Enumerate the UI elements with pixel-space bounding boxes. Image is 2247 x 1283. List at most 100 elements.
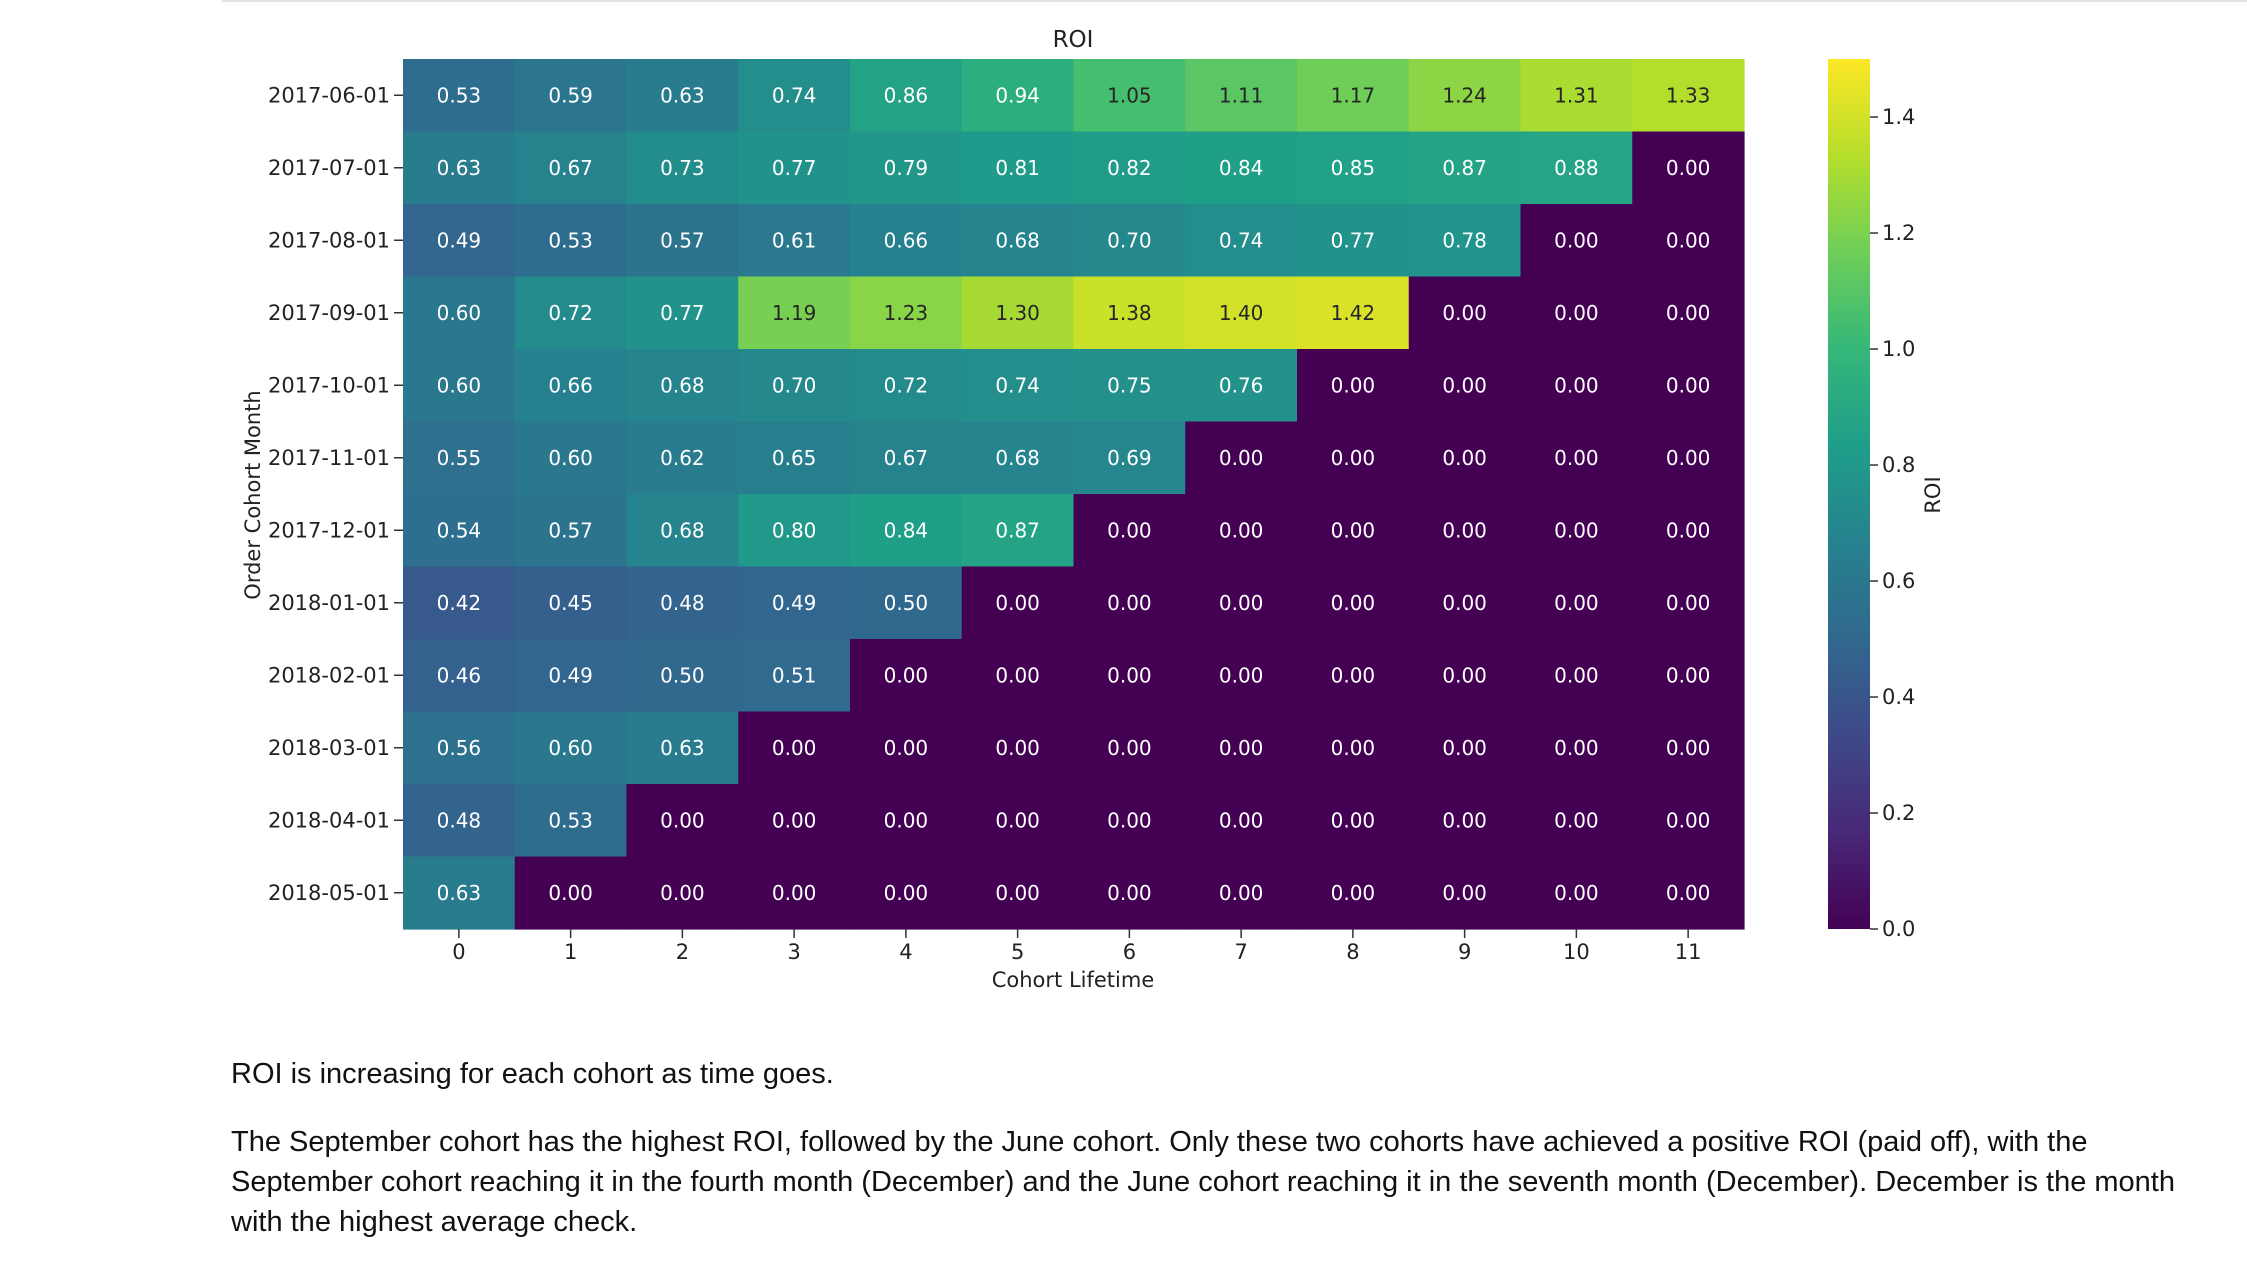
cell-value-label: 0.00 — [1331, 518, 1376, 542]
heatmap-cell — [1073, 349, 1186, 423]
heatmap-cell — [1520, 639, 1633, 713]
cell-value-label: 0.00 — [1219, 446, 1264, 470]
heatmap-cell — [1520, 204, 1633, 278]
cell-value-label: 0.00 — [1107, 881, 1152, 905]
x-tick-label: 2 — [676, 940, 689, 964]
colorbar-tick-label: 1.2 — [1882, 221, 1915, 245]
cell-value-label: 0.70 — [1107, 228, 1152, 252]
cell-value-label: 0.61 — [772, 228, 817, 252]
heatmap-cell — [1632, 349, 1745, 423]
heatmap-cell — [1408, 856, 1522, 930]
heatmap-cell — [961, 494, 1075, 568]
heatmap-cell — [514, 204, 628, 278]
heatmap-cell — [403, 349, 516, 423]
cell-value-label: 0.63 — [437, 156, 482, 180]
cell-value-label: 0.00 — [884, 736, 929, 760]
heatmap-cell — [1408, 276, 1522, 350]
heatmap-cell — [403, 784, 516, 858]
cell-value-label: 0.00 — [1666, 446, 1711, 470]
x-tick-label: 7 — [1234, 940, 1247, 964]
heatmap-cell — [961, 421, 1075, 495]
heatmap-cell — [850, 711, 963, 785]
cell-value-label: 0.00 — [1442, 373, 1487, 397]
heatmap-cell — [514, 131, 628, 205]
heatmap-cell — [1632, 131, 1745, 205]
cell-value-label: 0.74 — [1219, 228, 1264, 252]
y-tick-labels: 2017-06-01 2017-07-01 2017-08-01 2017-09-01… — [268, 83, 403, 905]
cell-value-label: 0.49 — [772, 591, 817, 615]
cell-value-label: 0.53 — [437, 83, 482, 107]
heatmap-cell — [1632, 639, 1745, 713]
cell-value-label: 1.11 — [1219, 83, 1264, 107]
colorbar — [1828, 59, 1870, 929]
cell-value-label: 0.00 — [1107, 736, 1152, 760]
heatmap-cell — [961, 131, 1075, 205]
heatmap-cell — [403, 494, 516, 568]
cell-value-label: 0.00 — [1442, 301, 1487, 325]
cell-value-label: 0.00 — [1219, 518, 1264, 542]
heatmap-cell — [514, 784, 628, 858]
cell-value-label: 0.68 — [995, 228, 1040, 252]
cell-value-label: 0.57 — [660, 228, 705, 252]
cell-value-label: 0.65 — [772, 446, 817, 470]
cell-value-label: 0.50 — [884, 591, 929, 615]
heatmap-cell — [961, 276, 1075, 350]
heatmap-cell — [738, 131, 851, 205]
x-tick-label: 0 — [452, 940, 465, 964]
cell-value-label: 0.00 — [1554, 518, 1599, 542]
cell-value-label: 0.00 — [1666, 663, 1711, 687]
heatmap-cell — [1073, 856, 1186, 930]
y-tick-label: 2017-07-01 — [268, 156, 390, 180]
cell-value-label: 0.80 — [772, 518, 817, 542]
y-tick-label: 2017-12-01 — [268, 518, 390, 542]
heatmap-cell — [403, 204, 516, 278]
cell-value-label: 0.48 — [660, 591, 705, 615]
heatmap-cell — [1408, 131, 1522, 205]
x-tick-label: 11 — [1675, 940, 1702, 964]
heatmap-cell — [1073, 639, 1186, 713]
cell-value-label: 0.00 — [1666, 156, 1711, 180]
cell-value-label: 0.60 — [437, 301, 482, 325]
y-axis-label: Order Cohort Month — [241, 390, 265, 599]
heatmap-cell — [1185, 204, 1298, 278]
x-tick-label: 3 — [787, 940, 800, 964]
roi-heatmap-figure: ROI 0.53 0.59 0.63 0.74 0.86 0.94 1.05 1.11 1.17… — [241, 27, 1945, 992]
cell-value-label: 0.00 — [1666, 591, 1711, 615]
cell-value-label: 0.00 — [1331, 446, 1376, 470]
heatmap-cell — [403, 856, 516, 930]
cell-value-label: 1.19 — [772, 301, 817, 325]
cell-value-label: 1.42 — [1331, 301, 1376, 325]
colorbar-tick-label: 0.6 — [1882, 569, 1915, 593]
cell-value-label: 0.49 — [437, 228, 482, 252]
cell-value-label: 0.00 — [772, 881, 817, 905]
cell-value-label: 0.00 — [1554, 373, 1599, 397]
heatmap-cell — [626, 566, 739, 640]
heatmap-cell — [514, 639, 628, 713]
cell-value-label: 0.57 — [548, 518, 593, 542]
cell-value-label: 0.63 — [437, 881, 482, 905]
heatmap-cell — [1520, 784, 1633, 858]
heatmap-cell — [403, 639, 516, 713]
cell-value-label: 0.00 — [1554, 301, 1599, 325]
heatmap-cell — [738, 711, 851, 785]
cell-value-label: 0.76 — [1219, 373, 1264, 397]
heatmap-cell — [514, 856, 628, 930]
cell-value-label: 0.77 — [1331, 228, 1376, 252]
cell-value-label: 0.88 — [1554, 156, 1599, 180]
heatmap-cell — [626, 131, 739, 205]
cell-value-label: 0.00 — [1107, 808, 1152, 832]
cell-value-label: 0.00 — [1442, 736, 1487, 760]
cell-value-label: 0.00 — [1554, 881, 1599, 905]
cell-value-label: 0.75 — [1107, 373, 1152, 397]
cell-value-label: 0.67 — [548, 156, 593, 180]
heatmap-cell — [961, 59, 1075, 133]
cell-value-label: 0.00 — [884, 881, 929, 905]
heatmap-cell — [850, 131, 963, 205]
cell-value-label: 0.00 — [1554, 228, 1599, 252]
cell-value-label: 0.00 — [1554, 591, 1599, 615]
heatmap-cell — [403, 59, 516, 133]
heatmap-cell — [1408, 566, 1522, 640]
heatmap-cell — [403, 566, 516, 640]
cell-value-label: 0.00 — [1554, 736, 1599, 760]
heatmap-cell — [1520, 59, 1633, 133]
